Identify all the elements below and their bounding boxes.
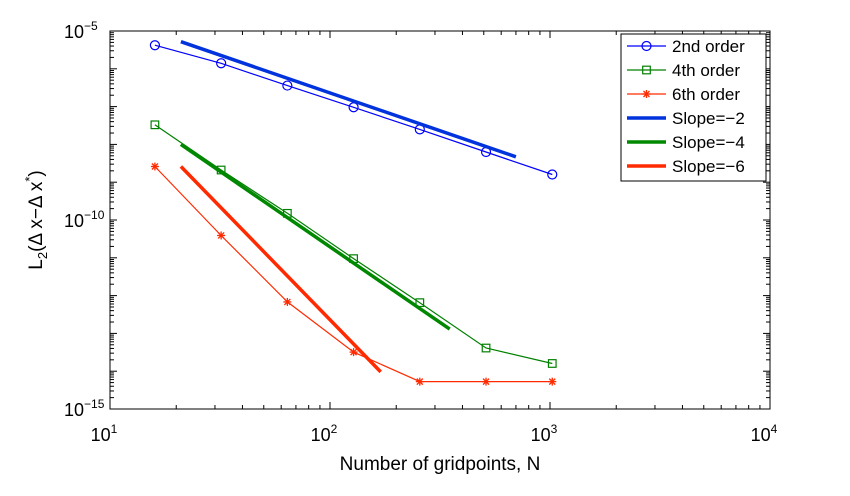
series-1 [149,40,558,180]
series-4 [180,40,517,159]
x-tick-labels: 101 102 103 104 [91,422,778,445]
legend: 2nd order 4th order 6th order Slope=−2 S… [620,33,767,182]
legend-box [620,33,767,182]
data-point [349,348,358,357]
x-tick-label-2: 102 [311,422,338,445]
data-point [548,377,557,386]
y-tick-labels: 10−15 10−10 10−5 [64,19,105,420]
x-tick-label-3: 103 [531,422,558,445]
data-point [282,80,293,91]
series-layer [149,40,558,386]
data-point [217,231,226,240]
legend-label-2nd-order: 2nd order [672,37,745,56]
legend-label-slope-4: Slope=−4 [672,133,745,152]
legend-swatch-3 [627,90,666,98]
legend-marker [642,65,651,75]
series-6 [179,165,382,374]
series-line-4 [180,40,517,159]
y-tick-label-3: 10−5 [64,19,98,42]
x-tick-label-1: 101 [91,422,118,445]
data-point [547,359,557,368]
legend-items [627,40,666,168]
data-point [216,58,227,69]
series-line-5 [179,142,451,331]
y-tick-label-2: 10−10 [64,208,105,231]
series-3 [150,162,557,386]
data-point [150,162,159,171]
legend-marker [641,40,652,52]
data-point [150,120,160,130]
data-point [283,297,292,306]
legend-swatch-2 [627,65,666,75]
legend-label-4th-order: 4th order [672,61,740,80]
series-5 [179,142,451,331]
x-axis-label: Number of gridpoints, N [340,454,541,475]
series-line-1 [154,44,553,176]
legend-label-slope-2: Slope=−2 [672,109,745,128]
data-point [415,377,424,386]
y-axis-label: L2(Δ x−Δ x*) [22,170,50,269]
legend-marker [642,90,651,98]
x-tick-label-4: 104 [751,422,778,445]
axis-ticks [109,30,771,410]
legend-labels: 2nd order 4th order 6th order Slope=−2 S… [672,37,745,176]
legend-swatch-1 [627,40,666,52]
data-point [547,169,558,180]
data-point [481,343,491,353]
y-tick-label-1: 10−15 [64,397,105,420]
legend-label-slope-6: Slope=−6 [672,157,745,176]
legend-label-6th-order: 6th order [672,85,740,104]
series-line-6 [179,165,382,374]
data-point [482,377,491,386]
data-point [149,40,161,51]
